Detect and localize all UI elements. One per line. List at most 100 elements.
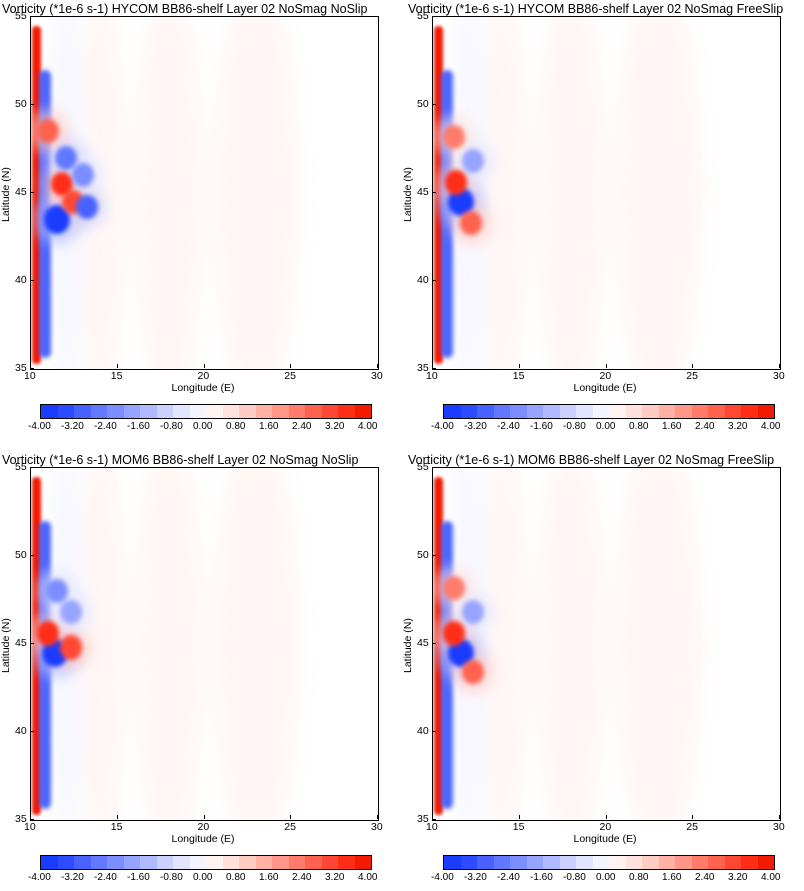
colorbar-tick-label: 1.60 bbox=[259, 421, 279, 432]
y-tick-label: 35 bbox=[417, 813, 429, 825]
eddy bbox=[37, 119, 60, 144]
x-tick bbox=[692, 815, 694, 819]
y-tick-label: 35 bbox=[417, 362, 429, 374]
x-tick bbox=[518, 364, 520, 368]
colorbar-swatch bbox=[338, 405, 355, 418]
boundary-current-positive bbox=[31, 25, 42, 364]
eddy bbox=[442, 124, 465, 149]
y-tick bbox=[432, 368, 436, 369]
colorbar-swatch bbox=[444, 856, 461, 869]
colorbar-swatch bbox=[642, 856, 659, 869]
chart-title: Vorticity (*1e-6 s-1) MOM6 BB86-shelf La… bbox=[2, 453, 359, 467]
colorbar-swatch bbox=[57, 405, 74, 418]
chart-title: Vorticity (*1e-6 s-1) HYCOM BB86-shelf L… bbox=[2, 2, 368, 16]
colorbar-swatch bbox=[493, 856, 510, 869]
colorbar-swatch bbox=[708, 405, 725, 418]
y-tick-label: 40 bbox=[15, 725, 27, 737]
x-tick-label: 15 bbox=[512, 370, 525, 382]
colorbar-swatch bbox=[543, 405, 560, 418]
colorbar-swatch bbox=[658, 856, 675, 869]
x-tick-label: 25 bbox=[686, 370, 698, 382]
background-band bbox=[476, 17, 529, 369]
colorbar-swatch bbox=[592, 405, 609, 418]
colorbar-swatch bbox=[741, 405, 758, 418]
plot-area bbox=[30, 467, 379, 821]
colorbar-tick-label: -2.40 bbox=[497, 421, 520, 432]
colorbar-swatch bbox=[272, 856, 289, 869]
colorbar-tick-label: -3.20 bbox=[464, 872, 487, 883]
x-tick bbox=[203, 815, 205, 819]
colorbar-swatch bbox=[576, 405, 593, 418]
colorbar-swatch bbox=[90, 856, 107, 869]
colorbar-tick-label: 1.60 bbox=[662, 872, 682, 883]
colorbar-tick-label: 0.00 bbox=[193, 872, 213, 883]
x-tick bbox=[432, 364, 433, 368]
y-tick-label: 45 bbox=[417, 637, 429, 649]
background-band bbox=[537, 17, 607, 369]
eddy bbox=[46, 579, 69, 604]
colorbar-swatch bbox=[691, 405, 708, 418]
colorbar-swatch bbox=[354, 856, 371, 869]
colorbar-tick-label: 0.80 bbox=[629, 421, 649, 432]
colorbar-swatch bbox=[741, 856, 758, 869]
y-tick bbox=[30, 368, 34, 369]
colorbar-swatch bbox=[675, 405, 692, 418]
x-tick-label: 15 bbox=[512, 821, 525, 833]
background-band bbox=[537, 468, 607, 820]
colorbar-swatch bbox=[239, 405, 256, 418]
eddy bbox=[444, 170, 467, 195]
x-tick bbox=[377, 364, 378, 368]
colorbar-tick-label: -0.80 bbox=[160, 421, 183, 432]
eddy bbox=[75, 194, 98, 220]
colorbar-swatch bbox=[74, 405, 91, 418]
y-tick bbox=[432, 16, 436, 17]
colorbar-swatch bbox=[288, 856, 305, 869]
x-tick-label: 30 bbox=[371, 821, 383, 833]
y-axis-label: Latitude (N) bbox=[0, 167, 12, 222]
y-tick bbox=[432, 104, 436, 105]
y-tick bbox=[30, 467, 34, 468]
x-tick-label: 30 bbox=[773, 821, 785, 833]
y-tick bbox=[30, 280, 34, 281]
colorbar-swatch bbox=[156, 856, 173, 869]
y-tick bbox=[30, 192, 34, 193]
colorbar-swatch bbox=[239, 856, 256, 869]
x-tick-label: 10 bbox=[24, 821, 36, 833]
colorbar-swatch bbox=[140, 405, 157, 418]
plot-area bbox=[432, 16, 781, 370]
colorbar-swatch bbox=[173, 856, 190, 869]
colorbar-swatch bbox=[222, 405, 239, 418]
y-tick-label: 55 bbox=[417, 461, 429, 473]
colorbar-swatch bbox=[338, 856, 355, 869]
colorbar-swatch bbox=[675, 856, 692, 869]
background-band bbox=[476, 468, 529, 820]
colorbar-tick-label: 3.20 bbox=[728, 872, 748, 883]
colorbar-swatch bbox=[691, 856, 708, 869]
y-tick-label: 50 bbox=[15, 98, 27, 110]
colorbar-swatch bbox=[477, 405, 494, 418]
colorbar-tick-label: 2.40 bbox=[292, 872, 312, 883]
x-tick bbox=[290, 815, 292, 819]
colorbar-swatch bbox=[444, 405, 461, 418]
eddy bbox=[442, 621, 465, 646]
colorbar-swatch bbox=[288, 405, 305, 418]
x-tick bbox=[116, 364, 118, 368]
colorbar-swatch bbox=[41, 405, 58, 418]
y-tick-label: 40 bbox=[417, 274, 429, 286]
colorbar-tick-label: 4.00 bbox=[761, 872, 781, 883]
colorbar-tick-label: 0.80 bbox=[226, 872, 246, 883]
x-tick bbox=[779, 364, 780, 368]
colorbar-swatch bbox=[305, 856, 322, 869]
y-tick-label: 50 bbox=[417, 549, 429, 561]
colorbar-swatch bbox=[460, 405, 477, 418]
colorbar-tick-label: 0.00 bbox=[596, 421, 616, 432]
colorbar-swatch bbox=[477, 856, 494, 869]
colorbar-tick-label: 0.80 bbox=[629, 872, 649, 883]
colorbar bbox=[443, 404, 775, 419]
colorbar-tick-label: 0.00 bbox=[596, 872, 616, 883]
colorbar-tick-label: -1.60 bbox=[127, 872, 150, 883]
colorbar-swatch bbox=[321, 405, 338, 418]
x-tick bbox=[605, 815, 607, 819]
colorbar-swatch bbox=[90, 405, 107, 418]
colorbar-swatch bbox=[658, 405, 675, 418]
